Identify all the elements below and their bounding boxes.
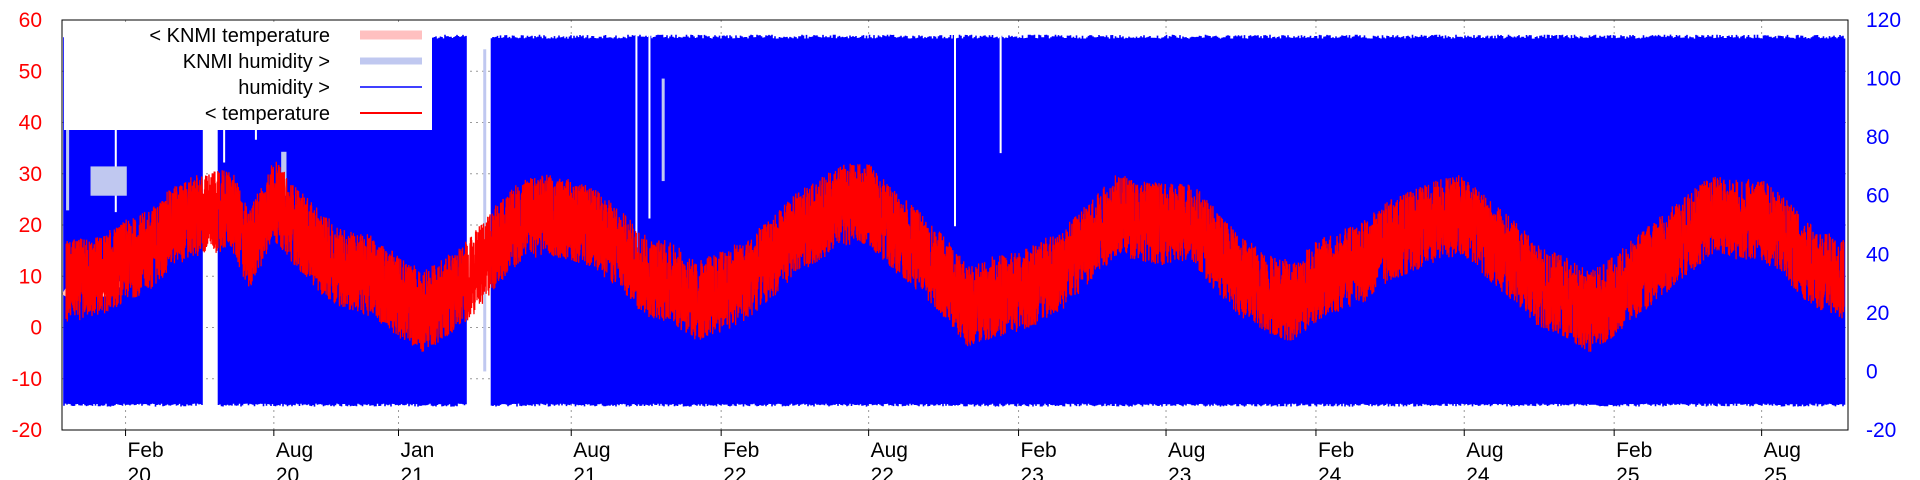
legend-label: < temperature (205, 103, 330, 125)
y-left-tick-label: 50 (19, 60, 42, 83)
y-right-tick-label: 40 (1866, 243, 1889, 266)
x-tick-year-label: 22 (871, 464, 894, 480)
x-tick-month-label: Feb (128, 439, 164, 462)
y-left-tick-label: 10 (19, 265, 42, 288)
y-right-tick-label: 0 (1866, 360, 1878, 383)
y-right-tick-label: -20 (1866, 419, 1896, 442)
y-right-tick-label: 60 (1866, 185, 1889, 208)
y-left-tick-label: 20 (19, 214, 42, 237)
x-tick-year-label: 23 (1021, 464, 1044, 480)
y-right-tick-label: 80 (1866, 126, 1889, 149)
legend-label: KNMI humidity > (183, 51, 330, 73)
x-tick-month-label: Aug (573, 439, 610, 462)
knmi-humidity-band (483, 49, 487, 372)
x-tick-month-label: Feb (1318, 439, 1354, 462)
x-tick-month-label: Aug (1168, 439, 1205, 462)
x-tick-month-label: Aug (1764, 439, 1801, 462)
y-left-tick-label: -10 (12, 368, 42, 391)
x-tick-year-label: 24 (1318, 464, 1342, 480)
x-tick-year-label: 21 (573, 464, 596, 480)
x-tick-month-label: Feb (1616, 439, 1652, 462)
y-right-tick-label: 20 (1866, 302, 1889, 325)
y-left-tick-label: 60 (19, 9, 42, 32)
axes: -20 -10 0 10 20 30 40 50 60 -20 0 20 40 60 80 100 120 Feb… (12, 9, 1901, 480)
knmi-humidity-band (661, 78, 665, 182)
legend: < KNMI temperature KNMI humidity > humidit… (64, 22, 432, 130)
x-tick-year-label: 21 (401, 464, 424, 480)
y-right-tick-label: 120 (1866, 9, 1901, 32)
x-tick-year-label: 24 (1466, 464, 1490, 480)
x-tick-month-label: Feb (723, 439, 759, 462)
x-tick-year-label: 25 (1616, 464, 1639, 480)
legend-label: < KNMI temperature (149, 25, 330, 47)
temperature-line (65, 161, 1845, 352)
legend-label: humidity > (238, 77, 330, 99)
x-tick-month-label: Aug (1466, 439, 1503, 462)
x-tick-year-label: 20 (276, 464, 299, 480)
x-tick-month-label: Aug (871, 439, 908, 462)
x-tick-month-label: Aug (276, 439, 313, 462)
y-left-tick-label: 40 (19, 112, 42, 135)
y-right-tick-label: 100 (1866, 68, 1901, 91)
x-tick-month-label: Jan (401, 439, 435, 462)
x-tick-month-label: Feb (1021, 439, 1057, 462)
y-left-tick-label: 0 (30, 317, 42, 340)
y-left-tick-label: -20 (12, 419, 42, 442)
plot-frame (61, 19, 1849, 431)
temperature-series (65, 161, 1845, 352)
x-tick-year-label: 25 (1764, 464, 1787, 480)
y-left-tick-label: 30 (19, 163, 42, 186)
knmi-humidity-band (66, 63, 70, 211)
x-tick-year-label: 20 (128, 464, 151, 480)
x-tick-year-label: 23 (1168, 464, 1191, 480)
knmi-humidity-band (90, 166, 127, 196)
x-tick-year-label: 22 (723, 464, 746, 480)
